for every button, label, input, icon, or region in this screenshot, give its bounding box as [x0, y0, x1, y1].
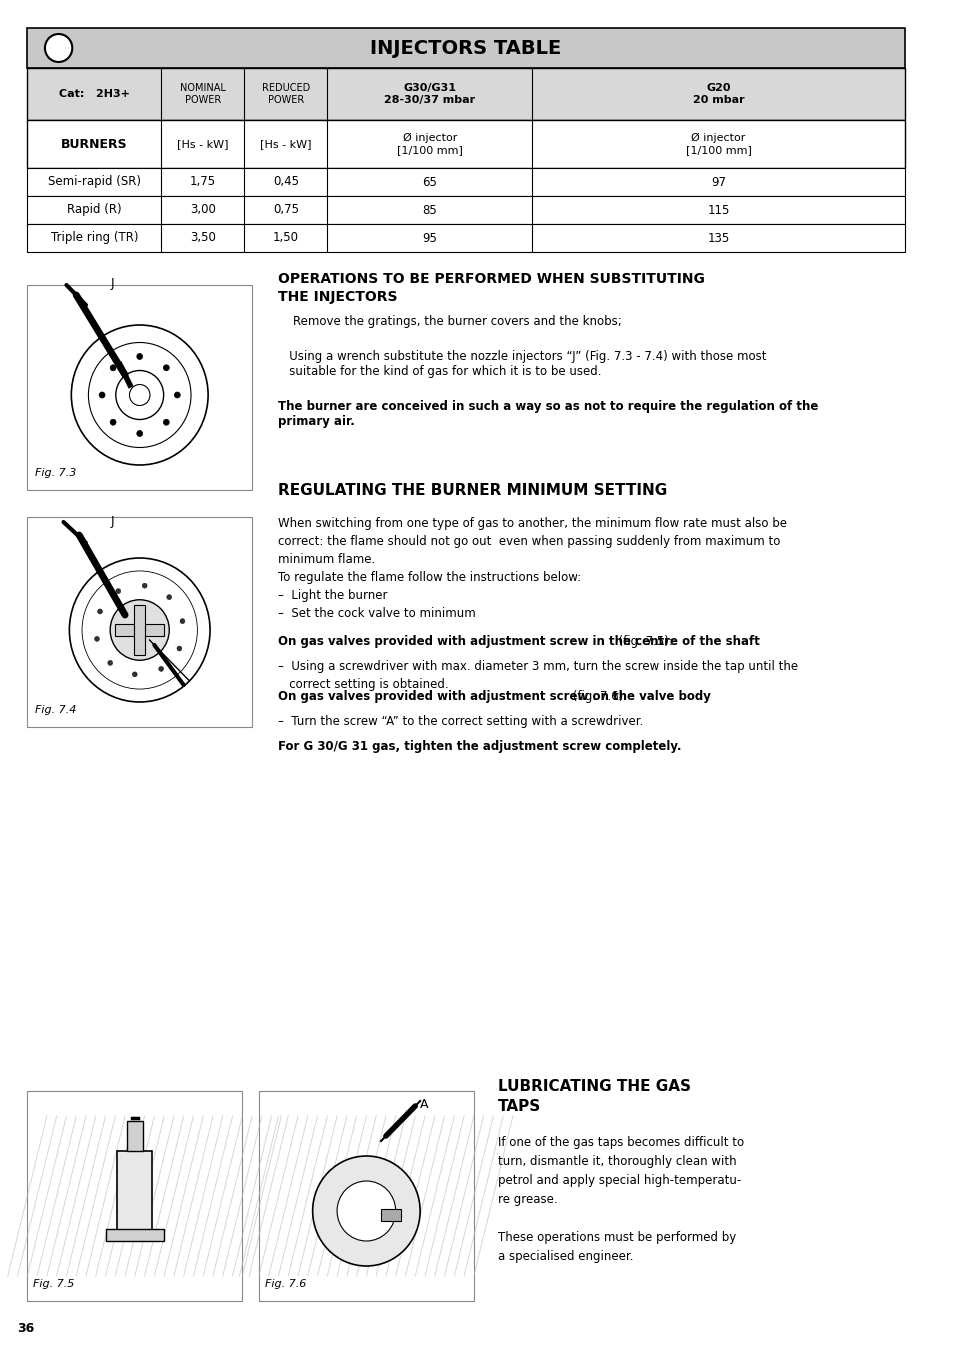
Circle shape [136, 354, 143, 359]
Text: 1,75: 1,75 [190, 176, 215, 189]
Bar [28, 68, 903, 120]
Circle shape [313, 1156, 419, 1266]
Text: BURNERS: BURNERS [61, 138, 128, 150]
Text: 0,45: 0,45 [273, 176, 298, 189]
Bar [115, 624, 164, 636]
Bar [28, 285, 252, 490]
Circle shape [167, 594, 172, 600]
Text: INJECTORS TABLE: INJECTORS TABLE [370, 38, 561, 58]
Text: [Hs - kW]: [Hs - kW] [177, 139, 229, 149]
Circle shape [136, 431, 143, 436]
Text: 3,00: 3,00 [190, 204, 215, 216]
Text: Fig. 7.5: Fig. 7.5 [33, 1279, 74, 1289]
Circle shape [174, 392, 180, 399]
Text: REGULATING THE BURNER MINIMUM SETTING: REGULATING THE BURNER MINIMUM SETTING [278, 484, 667, 499]
Circle shape [115, 589, 121, 593]
Text: TAPS: TAPS [497, 1098, 541, 1115]
Bar [28, 168, 903, 196]
Text: 65: 65 [422, 176, 436, 189]
Text: J: J [111, 277, 114, 290]
Text: Remove the gratings, the burner covers and the knobs;: Remove the gratings, the burner covers a… [293, 315, 621, 328]
Text: –  Turn the screw “A” to the correct setting with a screwdriver.: – Turn the screw “A” to the correct sett… [278, 715, 643, 728]
Bar [28, 224, 903, 253]
Circle shape [97, 609, 102, 613]
Text: For G 30/G 31 gas, tighten the adjustment screw completely.: For G 30/G 31 gas, tighten the adjustmen… [278, 740, 681, 753]
Bar [28, 120, 903, 168]
Text: Fig. 7.6: Fig. 7.6 [265, 1279, 306, 1289]
Circle shape [45, 34, 72, 62]
Text: Cat:   2H3+: Cat: 2H3+ [59, 89, 130, 99]
Circle shape [94, 636, 99, 642]
Text: Fig. 7.3: Fig. 7.3 [35, 467, 76, 478]
Text: A: A [419, 1098, 428, 1111]
Text: If one of the gas taps becomes difficult to
turn, dismantle it, thoroughly clean: If one of the gas taps becomes difficult… [497, 1136, 743, 1263]
Circle shape [163, 365, 169, 370]
Circle shape [111, 419, 116, 426]
Text: J: J [111, 515, 114, 528]
Bar [127, 1121, 143, 1151]
Text: 97: 97 [710, 176, 725, 189]
Text: Ø injector
[1/100 mm]: Ø injector [1/100 mm] [685, 134, 751, 155]
Circle shape [180, 619, 185, 624]
Bar [28, 28, 903, 68]
Text: LUBRICATING THE GAS: LUBRICATING THE GAS [497, 1079, 691, 1094]
Text: REDUCED
POWER: REDUCED POWER [261, 84, 310, 105]
Text: Semi-rapid (SR): Semi-rapid (SR) [48, 176, 141, 189]
Bar [117, 1151, 152, 1231]
Text: 85: 85 [422, 204, 436, 216]
Circle shape [108, 661, 112, 666]
Text: 36: 36 [17, 1323, 35, 1335]
Circle shape [99, 392, 105, 399]
Circle shape [111, 365, 116, 370]
Text: THE INJECTORS: THE INJECTORS [278, 290, 397, 304]
Text: The burner are conceived in such a way so as not to require the regulation of th: The burner are conceived in such a way s… [278, 400, 818, 428]
Text: 3,50: 3,50 [190, 231, 215, 245]
Bar [258, 1092, 474, 1301]
Text: 95: 95 [422, 231, 436, 245]
Bar [106, 1229, 164, 1242]
Bar [28, 517, 252, 727]
Text: On gas valves provided with adjustment screw on the valve body: On gas valves provided with adjustment s… [278, 690, 711, 703]
Text: Fig. 7.4: Fig. 7.4 [35, 705, 76, 715]
Text: Rapid (R): Rapid (R) [67, 204, 121, 216]
Bar [28, 196, 903, 224]
Circle shape [176, 646, 182, 651]
Circle shape [158, 666, 163, 671]
Bar [134, 605, 145, 655]
Text: Ø injector
[1/100 mm]: Ø injector [1/100 mm] [396, 134, 462, 155]
Text: 115: 115 [707, 204, 729, 216]
Text: 0,75: 0,75 [273, 204, 298, 216]
Text: On gas valves provided with adjustment screw in the centre of the shaft: On gas valves provided with adjustment s… [278, 635, 760, 648]
Circle shape [110, 600, 169, 661]
Text: When switching from one type of gas to another, the minimum flow rate must also : When switching from one type of gas to a… [278, 517, 786, 620]
Text: 1,50: 1,50 [273, 231, 298, 245]
Text: NOMINAL
POWER: NOMINAL POWER [179, 84, 226, 105]
Text: (fig. 7.6):: (fig. 7.6): [569, 690, 627, 703]
Circle shape [142, 584, 147, 588]
Text: Using a wrench substitute the nozzle injectors “J” (Fig. 7.3 - 7.4) with those m: Using a wrench substitute the nozzle inj… [278, 350, 766, 378]
Text: OPERATIONS TO BE PERFORMED WHEN SUBSTITUTING: OPERATIONS TO BE PERFORMED WHEN SUBSTITU… [278, 272, 704, 286]
Text: –  Using a screwdriver with max. diameter 3 mm, turn the screw inside the tap un: – Using a screwdriver with max. diameter… [278, 661, 798, 690]
Text: (fig. 7.5):: (fig. 7.5): [611, 635, 673, 648]
Circle shape [163, 419, 169, 426]
Text: [Hs - kW]: [Hs - kW] [260, 139, 312, 149]
Text: G20
20 mbar: G20 20 mbar [692, 84, 743, 105]
Text: 135: 135 [707, 231, 729, 245]
Circle shape [132, 671, 137, 677]
Circle shape [336, 1181, 395, 1242]
Bar [380, 1209, 400, 1221]
Bar [28, 1092, 242, 1301]
Text: G30/G31
28-30/37 mbar: G30/G31 28-30/37 mbar [384, 84, 475, 105]
Text: Triple ring (TR): Triple ring (TR) [51, 231, 138, 245]
